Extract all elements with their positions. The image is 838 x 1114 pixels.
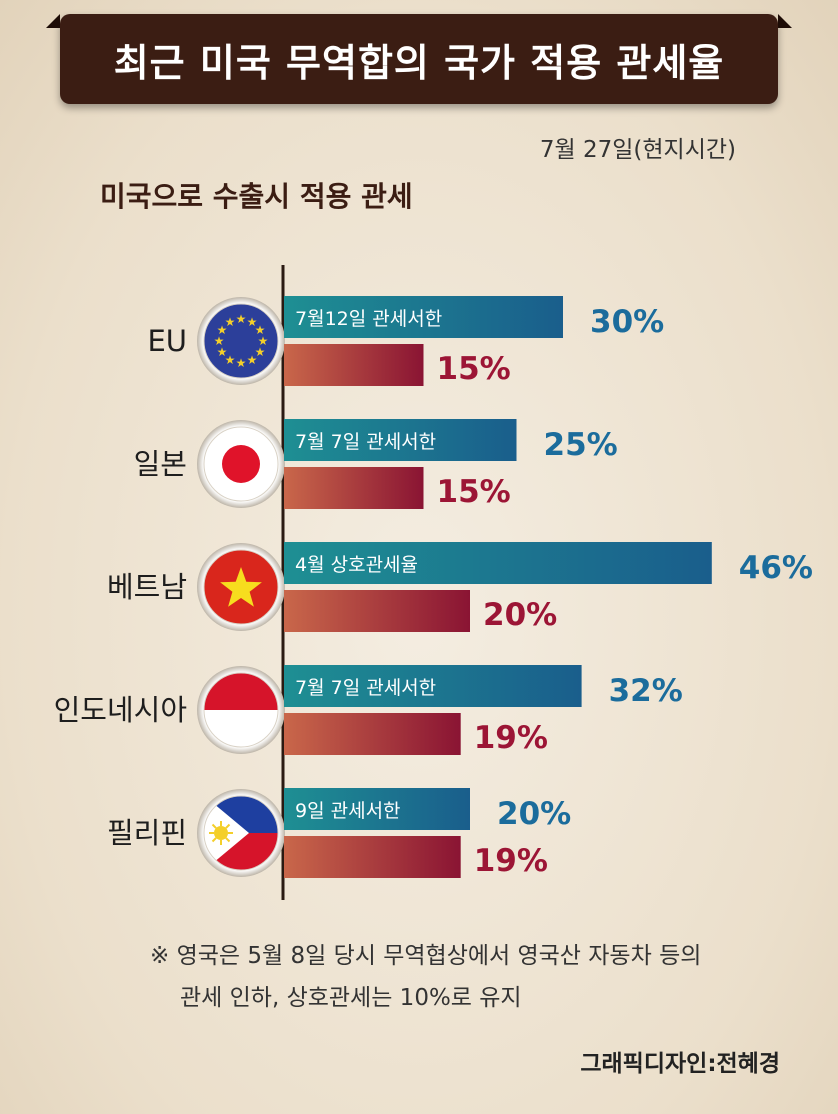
flag-field bbox=[204, 304, 278, 378]
applied-tariff-value: 19% bbox=[474, 843, 548, 879]
eu-star: ★ bbox=[258, 334, 269, 348]
applied-tariff-bar bbox=[284, 713, 461, 755]
flag-face bbox=[204, 550, 278, 624]
deal-bar-annotation: 7월 7일 관세서한 bbox=[295, 677, 436, 699]
applied-tariff-value: 20% bbox=[483, 597, 557, 633]
eu-star: ★ bbox=[255, 345, 266, 359]
flag-edge bbox=[203, 303, 279, 379]
sun-ray bbox=[211, 823, 217, 829]
eu-star: ★ bbox=[247, 315, 258, 329]
flag-face: ★★★★★★★★★ ★ ★★ bbox=[204, 304, 278, 378]
eu-star: ★ bbox=[217, 345, 228, 359]
deal-bar-annotation: 7월12일 관세서한 bbox=[295, 308, 442, 330]
eu-star: ★ bbox=[225, 315, 236, 329]
eu-star: ★ bbox=[236, 312, 247, 326]
deal-bar-annotation: 9일 관세서한 bbox=[295, 800, 401, 822]
philippines-flag-icon bbox=[197, 789, 285, 877]
deal-bar-annotation: 7월 7일 관세서한 bbox=[295, 431, 436, 453]
applied-tariff-bar bbox=[284, 590, 470, 632]
country-label: EU bbox=[147, 324, 187, 358]
deal-tariff-value: 32% bbox=[609, 673, 683, 709]
deal-tariff-bar bbox=[284, 542, 712, 584]
applied-tariff-value: 15% bbox=[437, 351, 511, 387]
applied-tariff-value: 15% bbox=[437, 474, 511, 510]
applied-tariff-bar bbox=[284, 467, 424, 509]
deal-tariff-value: 46% bbox=[739, 550, 813, 586]
country-label: 베트남 bbox=[107, 570, 187, 604]
chart-subtitle: 미국으로 수출시 적용 관세 bbox=[100, 180, 413, 213]
deal-tariff-bar bbox=[284, 788, 470, 830]
yellow-star bbox=[220, 567, 262, 607]
deal-bar-annotation: 4월 상호관세율 bbox=[295, 554, 418, 576]
footnote-line-1: ※ 영국은 5월 8일 당시 무역협상에서 영국산 자동차 등의 bbox=[150, 943, 702, 969]
eu-star: ★ bbox=[236, 356, 247, 370]
flag-edge bbox=[203, 795, 279, 871]
applied-tariff-bar bbox=[284, 836, 461, 878]
eu-flag-icon: ★★★★★★★★★ ★ ★★ bbox=[197, 297, 285, 385]
footnote: ※ 영국은 5월 8일 당시 무역협상에서 영국산 자동차 등의 관세 인하, … bbox=[150, 935, 810, 1019]
deal-tariff-value: 25% bbox=[544, 427, 618, 463]
deal-tariff-bar bbox=[284, 419, 517, 461]
eu-star: ★ bbox=[225, 353, 236, 367]
flag-sun bbox=[214, 826, 228, 840]
eu-star: ★ bbox=[247, 353, 258, 367]
applied-tariff-value: 19% bbox=[474, 720, 548, 756]
deal-tariff-value: 30% bbox=[590, 304, 664, 340]
flag-edge bbox=[203, 549, 279, 625]
deal-tariff-bar bbox=[284, 296, 563, 338]
country-label: 인도네시아 bbox=[54, 693, 187, 727]
country-label: 일본 bbox=[134, 447, 187, 481]
flag-red-band bbox=[204, 673, 278, 710]
title-banner: 최근 미국 무역합의 국가 적용 관세율 bbox=[46, 14, 792, 104]
deal-tariff-value: 20% bbox=[497, 796, 571, 832]
flag-edge bbox=[203, 426, 279, 502]
sun-ray bbox=[225, 823, 231, 829]
banner-fold-left bbox=[46, 14, 60, 28]
banner-fold-right bbox=[778, 14, 792, 28]
rising-sun bbox=[222, 445, 260, 483]
country-label: 필리핀 bbox=[107, 816, 187, 850]
date-label: 7월 27일(현지시간) bbox=[539, 137, 736, 163]
footnote-line-2: 관세 인하, 상호관세는 10%로 유지 bbox=[180, 985, 522, 1011]
japan-flag-icon bbox=[197, 420, 285, 508]
graphic-credit: 그래픽디자인:전혜경 bbox=[580, 1051, 780, 1077]
eu-star: ★ bbox=[214, 334, 225, 348]
flag-white-band bbox=[204, 710, 278, 747]
applied-tariff-bar bbox=[284, 344, 424, 386]
vietnam-flag-icon bbox=[197, 543, 285, 631]
deal-tariff-bar bbox=[284, 665, 582, 707]
flag-face bbox=[204, 427, 278, 501]
indonesia-flag-icon bbox=[197, 666, 285, 754]
eu-star: ★ bbox=[217, 323, 228, 337]
flag-edge bbox=[203, 672, 279, 748]
chart-title: 최근 미국 무역합의 국가 적용 관세율 bbox=[113, 40, 725, 85]
eu-star: ★ bbox=[255, 323, 266, 337]
sun-ray bbox=[211, 837, 217, 843]
sun-ray bbox=[225, 837, 231, 843]
